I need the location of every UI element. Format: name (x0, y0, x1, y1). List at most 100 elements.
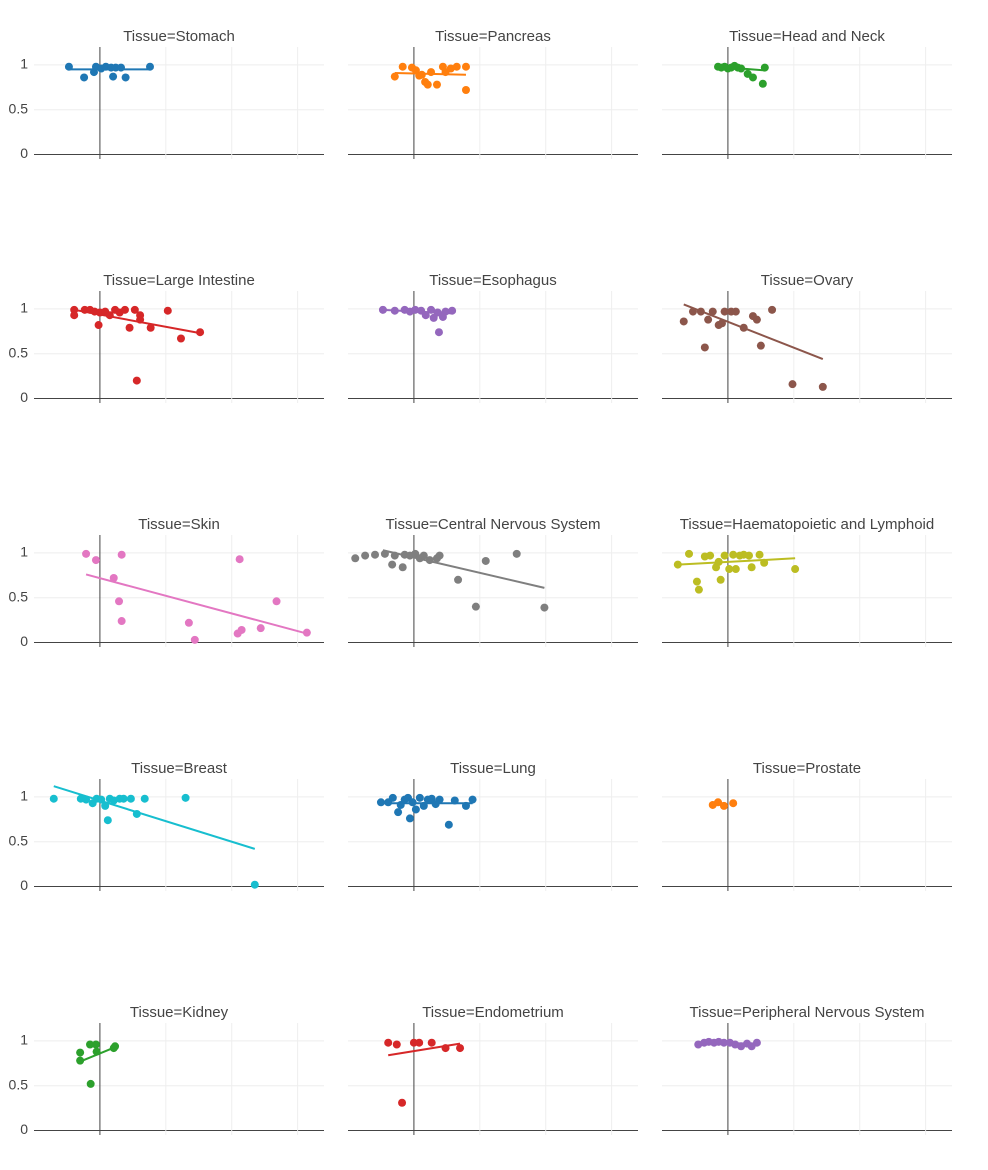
point (94, 321, 103, 330)
subplot-title: Tissue=Prostate (753, 760, 861, 777)
point (441, 1044, 450, 1053)
point (146, 62, 154, 71)
point (706, 551, 715, 560)
point (101, 801, 110, 810)
point (461, 801, 470, 810)
subplot: Tissue=Lung (348, 760, 638, 891)
subplot: Tissue=Skin 0 0.5 1 (9, 516, 324, 649)
subplot-title: Tissue=Kidney (130, 1004, 229, 1021)
point (121, 73, 130, 82)
point (419, 801, 428, 810)
point (398, 62, 407, 71)
point (392, 1040, 401, 1049)
subplot: Tissue=Esophagus (348, 272, 638, 403)
point (86, 1079, 95, 1088)
point (745, 551, 753, 560)
trend-line (53, 785, 256, 850)
point (679, 317, 688, 326)
point (720, 307, 729, 316)
subplot-title: Tissue=Skin (138, 516, 220, 533)
subplot: Tissue=Prostate (662, 760, 952, 891)
point (427, 68, 436, 77)
point (421, 311, 430, 320)
point (708, 307, 717, 316)
subplot-title: Tissue=Lung (450, 760, 536, 777)
point (196, 328, 205, 337)
y-tick-label: 0 (20, 1121, 28, 1137)
point (512, 549, 521, 558)
subplot: Tissue=Ovary (662, 272, 952, 403)
point (731, 565, 740, 574)
point (752, 315, 761, 324)
point (405, 814, 414, 823)
subplot-title: Tissue=Endometrium (422, 1004, 564, 1021)
point (694, 585, 703, 594)
point (720, 551, 729, 560)
point (454, 575, 463, 584)
point (471, 602, 480, 611)
point (760, 558, 769, 567)
point (411, 805, 420, 814)
point (427, 1038, 436, 1047)
point (115, 597, 124, 606)
y-tick-label: 0.5 (9, 100, 29, 116)
point (435, 795, 444, 804)
y-tick-label: 0.5 (9, 344, 29, 360)
y-tick-label: 1 (20, 544, 28, 560)
point (132, 376, 141, 385)
point (415, 1038, 424, 1047)
subplot-title: Tissue=Pancreas (435, 28, 551, 45)
point (120, 305, 129, 314)
point (272, 597, 281, 606)
point (390, 72, 399, 81)
point (390, 551, 399, 560)
point (714, 557, 723, 566)
subplot-title: Tissue=Breast (131, 760, 228, 777)
point (760, 63, 769, 72)
subplot-title: Tissue=Central Nervous System (386, 516, 601, 533)
trend-line (677, 557, 796, 566)
y-tick-label: 0 (20, 633, 28, 649)
point (725, 565, 734, 574)
subplot-title: Tissue=Peripheral Nervous System (690, 1004, 925, 1021)
y-tick-label: 0.5 (9, 1076, 29, 1092)
point (452, 62, 461, 71)
point (700, 343, 709, 352)
point (91, 556, 100, 565)
point (117, 550, 126, 559)
point (117, 617, 126, 626)
subplot-title: Tissue=Stomach (123, 28, 235, 45)
point (181, 793, 190, 802)
subplot: Tissue=Breast 0 0.5 1 (9, 760, 324, 893)
subplot: Tissue=Head and Neck (662, 28, 952, 159)
point (685, 549, 694, 558)
point (425, 556, 434, 565)
point (146, 323, 155, 332)
point (704, 315, 713, 324)
point (737, 64, 746, 73)
point (729, 550, 738, 559)
trend-line (683, 303, 824, 361)
point (719, 801, 728, 810)
point (696, 307, 705, 316)
point (91, 1040, 100, 1049)
point (423, 80, 432, 89)
point (384, 1038, 393, 1047)
subplot: Tissue=Pancreas (348, 28, 638, 159)
point (361, 551, 370, 560)
point (755, 550, 764, 559)
point (86, 1040, 95, 1049)
point (688, 307, 697, 316)
point (256, 624, 265, 633)
point (190, 635, 199, 644)
point (788, 380, 797, 389)
point (132, 809, 141, 818)
point (140, 794, 149, 803)
point (461, 62, 470, 71)
point (411, 305, 420, 314)
y-tick-label: 0 (20, 389, 28, 405)
point (448, 306, 457, 315)
point (388, 793, 397, 802)
point (80, 73, 89, 82)
